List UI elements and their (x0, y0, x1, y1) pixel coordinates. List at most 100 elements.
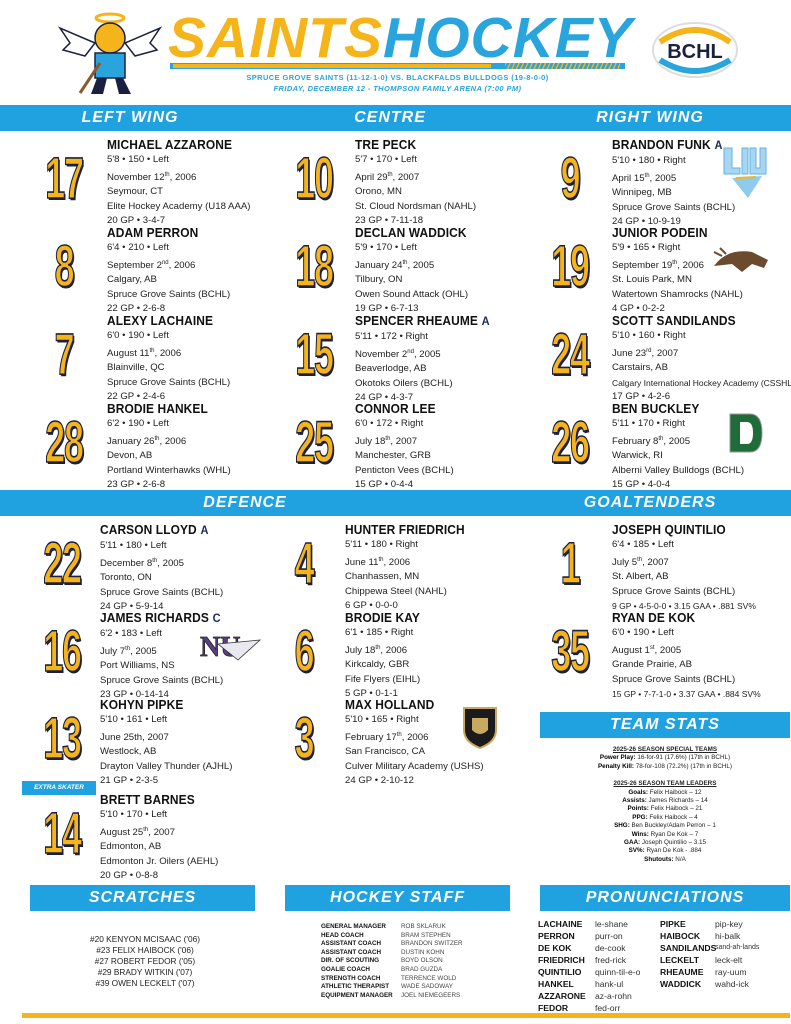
player-stats: 5 GP • 0-1-1 (345, 688, 398, 700)
player-previous-team: Culver Military Academy (USHS) (345, 760, 484, 772)
title-saints: SAINTS (168, 6, 384, 70)
player-previous-team: Spruce Grove Saints (BCHL) (100, 674, 224, 686)
player-hometown: Westlock, AB (100, 746, 157, 758)
player-name-text: BRANDON FUNK (612, 137, 711, 152)
player-name: ADAM PERRON (107, 224, 305, 241)
player-name: SCOTT SANDILANDS (612, 312, 791, 329)
scratch-item: #27 ROBERT FEDOR ('05) (94, 956, 196, 966)
pronunciation-phonetic: az-a-rohn (595, 991, 632, 1001)
pronunciation-phonetic: fred-rick (595, 955, 627, 965)
player-name-text: TRE PECK (355, 137, 417, 152)
captain-badge-icon: C (212, 611, 221, 625)
forwards-band (0, 105, 791, 131)
dartmouth-logo (728, 412, 764, 459)
player-birthdate: June 23rd, 2007 (612, 347, 679, 359)
staff-role: DIR. OF SCOUTING (321, 957, 380, 965)
player-stats: 22 GP • 2-6-8 (107, 303, 166, 315)
player-stats: 24 GP • 2-10-12 (345, 775, 414, 787)
staff-role: STRENGTH COACH (321, 974, 381, 982)
pronunciation-row: FEDOR fed-orr (538, 1002, 660, 1014)
staff-row: HEAD COACH BRAM STEPHEN (321, 932, 501, 941)
player-stats: 24 GP • 4-3-7 (355, 392, 414, 404)
player-previous-team: Elite Hockey Academy (U18 AAA) (107, 200, 251, 212)
player-name: ALEXY LACHAINE (107, 312, 305, 329)
jersey-number: 22 (43, 531, 83, 596)
player-measurements: 5'11 • 172 • Right (355, 331, 428, 342)
jersey-number: 8 (54, 234, 75, 299)
staff-name: BRANDON SWITZER (401, 940, 463, 948)
pronunciation-row: FRIEDRICH fred-rick (538, 954, 660, 966)
player-stats: 20 GP • 0-8-8 (100, 870, 159, 882)
player-name: HUNTER FRIEDRICH (345, 521, 543, 538)
defence-heading: DEFENCE (203, 494, 287, 511)
pronunciation-row: QUINTILIO quinn-til-e-o (538, 966, 660, 978)
player-hometown: Seymour, CT (107, 186, 163, 198)
player-stats: 20 GP • 3-4-7 (107, 215, 166, 227)
player-birthdate: September 2nd, 2006 (107, 259, 196, 271)
page-title: SAINTSHOCKEY (168, 8, 633, 68)
pronunciation-row: PIPKE pip-key (660, 918, 790, 930)
scratch-item: #20 KENYON MCISAAC ('06) (90, 934, 200, 944)
jersey-number: 6 (294, 619, 315, 684)
player-previous-team: Spruce Grove Saints (BCHL) (100, 586, 224, 598)
player-name-text: DECLAN WADDICK (355, 225, 467, 240)
player-name-text: HUNTER FRIEDRICH (345, 522, 465, 537)
pronunciation-phonetic: wahd-ick (715, 979, 749, 989)
jersey-number: 4 (294, 531, 315, 596)
pronunciations-heading: PRONUNCIATIONS (585, 889, 745, 906)
jersey-number: 9 (560, 146, 581, 211)
staff-role: GENERAL MANAGER (321, 923, 386, 930)
bottom-rule (22, 1013, 790, 1018)
player-name: RYAN DE KOK (612, 609, 791, 626)
player-birthdate: April 15th, 2005 (612, 172, 677, 184)
liu-logo (722, 146, 770, 206)
jersey-number: 15 (295, 322, 335, 387)
jersey-number: 35 (551, 619, 591, 684)
player-hometown: Edmonton, AB (100, 841, 162, 853)
staff-row: ASSISTANT COACH DUSTIN KOHN (321, 949, 501, 958)
special-teams-row: Penalty Kill: 78-for-108 (72.2%) (17th i… (597, 762, 733, 770)
player-birthdate: January 24th, 2005 (355, 259, 435, 271)
pronunciations-band (540, 885, 790, 911)
special-teams-row: Power Play: 16-for-91 (17.6%) (17th in B… (599, 754, 731, 762)
staff-role: ASSISTANT COACH (321, 940, 382, 948)
pronunciation-name: LACHAINE (538, 919, 583, 929)
pronunciation-name: PIPKE (660, 919, 686, 929)
staff-name: DUSTIN KOHN (401, 948, 445, 956)
player-name: DECLAN WADDICK (355, 224, 553, 241)
staff-name: BRAM STEPHEN (401, 931, 451, 939)
player-birthdate: January 26th, 2006 (107, 435, 187, 447)
player-name: CONNOR LEE (355, 400, 553, 417)
pronunciation-phonetic: de-cook (595, 943, 626, 953)
alternate-badge-icon: A (714, 138, 723, 152)
team-stats-band (540, 712, 790, 738)
player-birthdate: July 18th, 2006 (345, 644, 408, 656)
player-name: JOSEPH QUINTILIO (612, 521, 791, 538)
jersey-number: 18 (295, 234, 335, 299)
team-leader-row: Goals: Felix Haibock – 12 (628, 788, 702, 796)
jersey-number: 19 (551, 234, 591, 299)
staff-role: HEAD COACH (321, 931, 364, 939)
pronunciation-name: HANKEL (538, 979, 574, 989)
player-name-text: BRETT BARNES (100, 792, 195, 807)
player-previous-team: Owen Sound Attack (OHL) (355, 288, 469, 300)
player-stats: 22 GP • 2-4-6 (107, 391, 166, 403)
pronunciation-row: RHEAUME ray-uum (660, 966, 790, 978)
player-name-text: RYAN DE KOK (612, 610, 696, 625)
player-hometown: Port Williams, NS (100, 660, 175, 672)
player-previous-team: Spruce Grove Saints (BCHL) (107, 376, 231, 388)
player-measurements: 6'0 • 172 • Right (355, 418, 424, 429)
player-hometown: Carstairs, AB (612, 362, 668, 374)
player-measurements: 5'10 • 161 • Left (100, 714, 168, 725)
pronunciation-name: WADDICK (660, 979, 702, 989)
pronunciation-phonetic: fed-orr (595, 1003, 621, 1013)
team-stats: 2025-26 SEASON SPECIAL TEAMS Power Play: … (540, 746, 790, 864)
staff-role: ASSISTANT COACH (321, 948, 382, 956)
player-measurements: 5'11 • 180 • Left (100, 540, 167, 551)
player-measurements: 5'10 • 165 • Right (345, 714, 419, 725)
staff-name: BRAD GUZDA (401, 965, 443, 973)
team-leader-row: GAA: Joseph Quintilio – 3.15 (624, 839, 706, 847)
player-birthdate: August 1st, 2005 (612, 644, 682, 656)
matchup-line: SPRUCE GROVE SAINTS (11-12-1-0) VS. BLAC… (246, 73, 549, 82)
player-measurements: 5'8 • 150 • Left (107, 154, 169, 165)
